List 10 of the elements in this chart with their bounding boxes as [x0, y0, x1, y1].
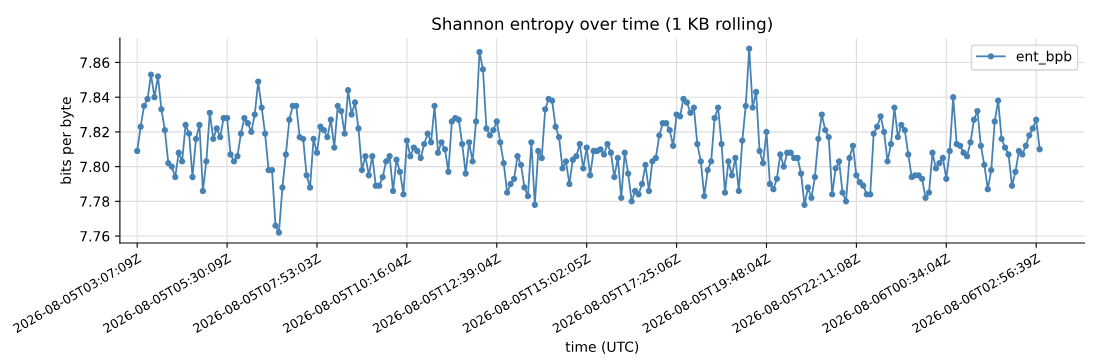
- y-tick-label: 7.78: [80, 196, 110, 207]
- x-axis-title: time (UTC): [565, 341, 639, 354]
- y-axis-title: bits per byte: [60, 97, 74, 184]
- y-tick-label: 7.80: [80, 161, 110, 173]
- y-tick-label: 7.86: [80, 57, 110, 68]
- legend-label: ent_bpb: [1016, 50, 1072, 65]
- y-tick-label: 7.76: [80, 231, 110, 242]
- y-tick-label: 7.82: [80, 126, 109, 138]
- y-tick-label: 7.84: [80, 92, 110, 103]
- chart-title: Shannon entropy over time (1 KB rolling): [432, 17, 772, 34]
